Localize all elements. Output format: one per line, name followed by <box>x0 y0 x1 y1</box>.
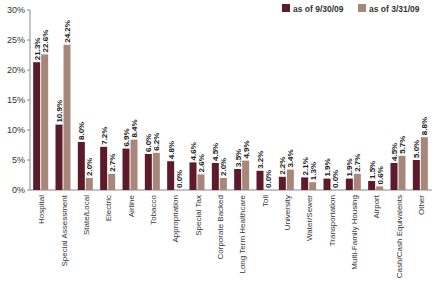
bars <box>33 45 428 190</box>
bar <box>33 62 40 190</box>
x-tick-label: Airline <box>127 194 136 217</box>
bar <box>354 174 361 190</box>
legend-label: as of 3/31/09 <box>369 4 420 14</box>
bar <box>78 142 85 190</box>
x-tick-label: Tobacco <box>149 194 158 224</box>
bar <box>56 125 63 190</box>
data-label: 4.9% <box>242 140 251 158</box>
bar <box>167 161 174 190</box>
data-label: 0.0% <box>264 170 273 188</box>
x-tick-label: Toll <box>261 195 270 207</box>
data-label: 5.7% <box>398 136 407 154</box>
bar <box>220 178 227 190</box>
x-tick-label: Water/Sewer <box>305 195 314 241</box>
bar <box>391 163 398 190</box>
bar <box>265 190 272 191</box>
chart: 0%5%10%15%20%25%30%21.3%22.6%10.9%24.2%8… <box>0 0 435 293</box>
bar <box>131 140 138 190</box>
bar <box>123 149 130 190</box>
x-tick-label: Cash/Cash Equivalents <box>395 195 404 278</box>
data-label: 0.6% <box>376 166 385 184</box>
data-label: 5.0% <box>412 140 421 158</box>
bar <box>399 156 406 190</box>
legend-swatch <box>358 4 366 12</box>
bar <box>332 190 339 191</box>
data-label: 4.8% <box>167 141 176 159</box>
data-label: 8.8% <box>420 117 429 135</box>
bar <box>346 179 353 190</box>
x-tick-label: Electric <box>104 195 113 221</box>
bar <box>301 177 308 190</box>
y-tick-label: 30% <box>7 5 25 15</box>
y-tick-label: 10% <box>7 125 25 135</box>
data-label: 0.0% <box>175 170 184 188</box>
data-label: 22.6% <box>41 30 50 53</box>
bar <box>108 174 115 190</box>
x-tick-label: State/Local <box>82 195 91 235</box>
data-labels: 21.3%22.6%10.9%24.2%8.0%2.0%7.2%2.7%6.9%… <box>33 20 430 188</box>
data-label: 6.2% <box>152 133 161 151</box>
bar <box>324 179 331 190</box>
y-tick-label: 15% <box>7 95 25 105</box>
bar <box>198 174 205 190</box>
data-label: 2.6% <box>197 154 206 172</box>
data-label: 2.7% <box>108 154 117 172</box>
x-tick-label: Multi-Family Housing <box>350 195 359 270</box>
legend-swatch <box>282 4 290 12</box>
x-tick-label: Appropriation <box>171 195 180 243</box>
x-tick-label: Hospital <box>37 195 46 224</box>
data-label: 7.2% <box>100 127 109 145</box>
bar <box>234 169 241 190</box>
data-label: 0.0% <box>331 170 340 188</box>
data-label: 3.2% <box>256 151 265 169</box>
data-label: 2.7% <box>353 154 362 172</box>
y-tick-label: 20% <box>7 65 25 75</box>
bar <box>190 162 197 190</box>
bar <box>64 45 71 190</box>
x-tick-label: Special Assessment <box>60 194 69 266</box>
x-tick-label: Other <box>417 195 426 215</box>
bar <box>41 54 48 190</box>
bar <box>287 170 294 190</box>
x-tick-label: Special Tax <box>194 195 203 236</box>
data-label: 24.2% <box>63 20 72 43</box>
x-tick-label: Corporate Backed <box>216 195 225 259</box>
legend-label: as of 9/30/09 <box>293 4 344 14</box>
x-tick-label: Airport <box>372 194 381 218</box>
bar <box>309 182 316 190</box>
bar <box>413 160 420 190</box>
bar <box>368 181 375 190</box>
data-label: 10.9% <box>55 100 64 123</box>
x-tick-label: Long Term Healthcare <box>238 194 247 273</box>
bar <box>153 153 160 190</box>
data-label: 2.0% <box>219 158 228 176</box>
bar <box>175 190 182 191</box>
data-label: 2.0% <box>85 158 94 176</box>
y-axis <box>30 10 31 190</box>
y-tick-label: 5% <box>12 155 25 165</box>
data-label: 8.4% <box>130 119 139 137</box>
bar <box>279 177 286 190</box>
bar <box>100 147 107 190</box>
data-label: 3.4% <box>286 149 295 167</box>
bar <box>145 154 152 190</box>
bar <box>242 161 249 190</box>
x-tick-label: Transportation <box>328 195 337 246</box>
x-tick-label: University <box>283 195 292 230</box>
bar <box>257 171 264 190</box>
bar <box>86 178 93 190</box>
bar <box>376 186 383 190</box>
bar <box>212 163 219 190</box>
data-label: 1.3% <box>309 162 318 180</box>
data-label: 8.0% <box>77 122 86 140</box>
y-tick-label: 0% <box>12 185 25 195</box>
bar <box>421 137 428 190</box>
y-tick-label: 25% <box>7 35 25 45</box>
